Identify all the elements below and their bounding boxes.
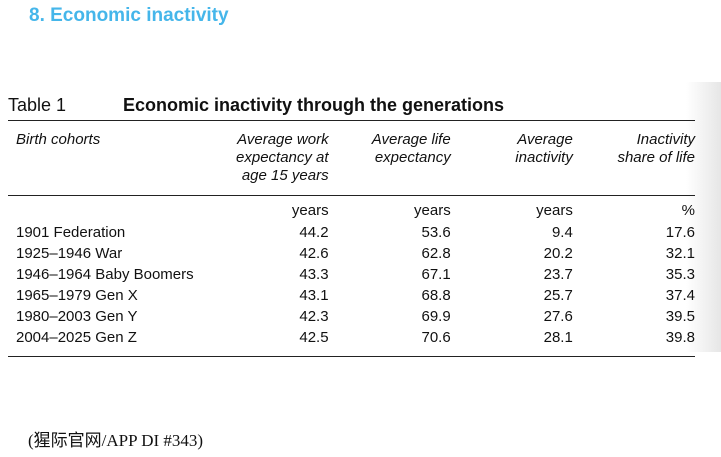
cohort-cell: 1925–1946 War — [16, 245, 123, 262]
value-cell: 62.8 — [421, 245, 451, 262]
cohort-cell: 1965–1979 Gen X — [16, 287, 138, 304]
cohort-cell: 1980–2003 Gen Y — [16, 308, 138, 325]
table-bottom-rule — [8, 356, 695, 357]
value-cell: 37.4 — [665, 287, 695, 304]
table-number: Table 1 — [8, 95, 67, 115]
value-cell: 20.2 — [543, 245, 573, 262]
table-row: 1980–2003 Gen Y 42.3 69.9 27.6 39.5 — [8, 306, 695, 327]
cohort-cell: 2004–2025 Gen Z — [16, 329, 137, 346]
header-rule — [8, 195, 695, 196]
section-heading: 8. Economic inactivity — [29, 5, 229, 26]
value-cell: 35.3 — [665, 266, 695, 283]
value-cell: 27.6 — [543, 308, 573, 325]
table-row: 1925–1946 War 42.6 62.8 20.2 32.1 — [8, 243, 695, 264]
table-row: 1965–1979 Gen X 43.1 68.8 25.7 37.4 — [8, 285, 695, 306]
value-cell: 42.5 — [299, 329, 329, 346]
unit-cell: years — [536, 202, 573, 219]
column-header: Average life expectancy — [371, 131, 451, 166]
value-cell: 69.9 — [421, 308, 451, 325]
unit-cell — [8, 196, 219, 222]
column-header: Average work expectancy at age 15 years — [236, 131, 329, 184]
column-header: Birth cohorts — [16, 131, 101, 148]
value-cell: 28.1 — [543, 329, 573, 346]
page-edge-shadow — [686, 82, 721, 352]
value-cell: 44.2 — [299, 224, 329, 241]
value-cell: 53.6 — [421, 224, 451, 241]
table-top-rule — [8, 120, 695, 121]
value-cell: 25.7 — [543, 287, 573, 304]
value-cell: 9.4 — [551, 224, 573, 241]
unit-cell: years — [414, 202, 451, 219]
value-cell: 17.6 — [665, 224, 695, 241]
data-table: Birth cohorts Average work expectancy at… — [8, 121, 695, 356]
header-row: Birth cohorts Average work expectancy at… — [8, 121, 695, 196]
column-header: Average inactivity — [515, 131, 573, 166]
value-cell: 43.1 — [299, 287, 329, 304]
unit-cell: % — [681, 202, 695, 219]
value-cell: 42.3 — [299, 308, 329, 325]
table-row: 1901 Federation 44.2 53.6 9.4 17.6 — [8, 222, 695, 243]
table-row: 1946–1964 Baby Boomers 43.3 67.1 23.7 35… — [8, 264, 695, 285]
units-row: years years years % — [8, 196, 695, 222]
table-caption: Table 1 Economic inactivity through the … — [8, 92, 695, 120]
source-note: (猩际官网/APP DI #343) — [28, 431, 204, 450]
cohort-cell: 1946–1964 Baby Boomers — [16, 266, 194, 283]
unit-cell: years — [291, 202, 329, 219]
value-cell: 39.5 — [665, 308, 695, 325]
table-container: Table 1 Economic inactivity through the … — [8, 92, 695, 357]
value-cell: 23.7 — [543, 266, 573, 283]
value-cell: 39.8 — [665, 329, 695, 346]
value-cell: 42.6 — [299, 245, 329, 262]
table-title: Economic inactivity through the generati… — [123, 95, 505, 115]
value-cell: 68.8 — [421, 287, 451, 304]
value-cell: 43.3 — [299, 266, 329, 283]
cohort-cell: 1901 Federation — [16, 224, 126, 241]
table-bottom-spacer — [8, 348, 695, 356]
table-row: 2004–2025 Gen Z 42.5 70.6 28.1 39.8 — [8, 327, 695, 348]
value-cell: 67.1 — [421, 266, 451, 283]
value-cell: 32.1 — [665, 245, 695, 262]
value-cell: 70.6 — [421, 329, 451, 346]
column-header: Inactivity share of life — [617, 131, 695, 166]
